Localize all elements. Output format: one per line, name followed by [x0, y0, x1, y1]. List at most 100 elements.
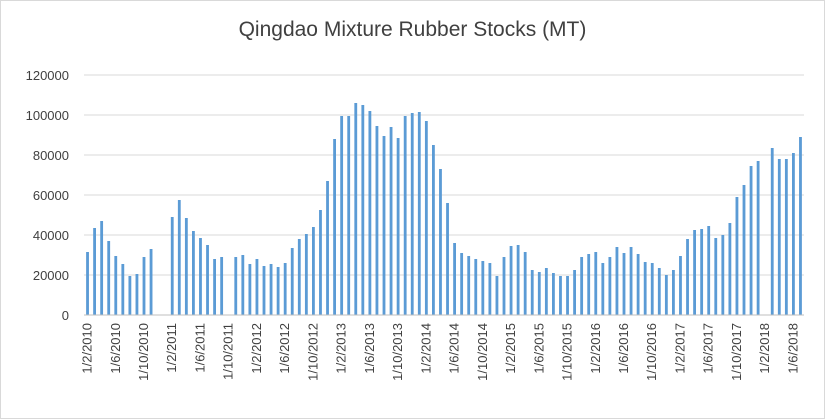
x-tick-label: 1/10/2014: [475, 323, 490, 381]
bar: [707, 226, 711, 315]
bar: [693, 230, 696, 315]
bar: [297, 239, 301, 315]
bar: [488, 263, 492, 315]
bar: [206, 245, 209, 315]
bar: [714, 238, 718, 315]
bar: [636, 254, 640, 315]
bar: [672, 270, 675, 315]
bar: [509, 246, 513, 315]
bar: [312, 227, 315, 315]
bar: [474, 259, 478, 315]
x-tick-label: 1/2/2015: [503, 323, 518, 374]
bar: [333, 139, 336, 315]
bar: [417, 112, 421, 315]
bar: [149, 249, 153, 315]
bar: [347, 116, 351, 315]
x-tick-label: 1/10/2015: [560, 323, 575, 381]
bar: [220, 257, 224, 315]
bar: [213, 259, 216, 315]
bar: [728, 223, 732, 315]
bar: [502, 257, 506, 315]
x-tick-label: 1/2/2012: [249, 323, 264, 374]
y-tick-label: 60000: [33, 188, 69, 203]
bar: [177, 200, 181, 315]
x-tick-label: 1/2/2017: [672, 323, 687, 374]
bar: [100, 221, 104, 315]
bar: [269, 264, 273, 315]
bar: [629, 247, 633, 315]
x-tick-label: 1/10/2011: [221, 323, 236, 380]
bar: [142, 257, 146, 315]
bar: [777, 159, 781, 315]
x-tick-label: 1/2/2011: [164, 323, 179, 373]
bar: [121, 264, 125, 315]
bar: [460, 253, 464, 315]
y-tick-label: 0: [62, 308, 69, 323]
y-tick-label: 40000: [33, 228, 69, 243]
bar: [326, 181, 329, 315]
bar: [799, 137, 802, 315]
y-tick-label: 100000: [26, 108, 69, 123]
bar: [262, 266, 266, 315]
chart-title: Qingdao Mixture Rubber Stocks (MT): [238, 18, 587, 41]
bar: [432, 145, 435, 315]
bar: [495, 276, 499, 315]
x-tick-label: 1/2/2013: [334, 323, 349, 374]
bar: [594, 252, 598, 315]
bar: [552, 273, 555, 315]
bar: [530, 270, 534, 315]
bar: [114, 256, 118, 315]
x-tick-label: 1/6/2016: [616, 323, 631, 374]
bar: [742, 185, 746, 315]
bar: [107, 241, 111, 315]
bar: [304, 234, 308, 315]
bar: [516, 245, 520, 315]
x-tick-label: 1/10/2013: [390, 323, 405, 381]
bar: [721, 235, 725, 315]
bar: [389, 127, 393, 315]
bar: [93, 228, 96, 315]
x-tick-label: 1/10/2017: [729, 323, 744, 381]
bar: [650, 263, 654, 315]
x-tick-label: 1/6/2013: [362, 323, 377, 374]
bar: [573, 270, 576, 315]
bar: [615, 247, 619, 315]
bar: [276, 267, 280, 315]
bar: [319, 210, 322, 315]
bar: [248, 264, 252, 315]
bar: [368, 111, 372, 315]
bar: [86, 252, 89, 315]
bar: [587, 254, 591, 315]
bar: [608, 257, 612, 315]
bar: [361, 105, 365, 315]
bar: [354, 103, 358, 315]
x-tick-label: 1/10/2016: [644, 323, 659, 381]
bar: [446, 203, 449, 315]
bar: [410, 113, 414, 315]
bar: [622, 253, 626, 315]
bar: [382, 136, 386, 315]
bar: [601, 263, 605, 315]
bar: [566, 276, 569, 315]
bar: [700, 229, 704, 315]
bar: [199, 238, 202, 315]
x-tick-label: 1/2/2010: [80, 323, 95, 374]
bar: [453, 243, 456, 315]
x-tick-label: 1/2/2018: [757, 323, 772, 374]
bar: [643, 262, 647, 315]
bar: [375, 126, 379, 315]
bar: [544, 268, 548, 315]
x-tick-label: 1/6/2018: [785, 323, 800, 374]
bar: [424, 121, 428, 315]
x-tick-label: 1/2/2014: [418, 323, 433, 374]
bar: [664, 275, 668, 315]
bar: [340, 116, 344, 315]
bar: [792, 153, 795, 315]
bar: [403, 116, 407, 315]
bar: [241, 255, 245, 315]
bar: [128, 276, 132, 315]
bar: [735, 197, 739, 315]
x-tick-label: 1/10/2010: [136, 323, 151, 381]
bar: [439, 169, 442, 315]
